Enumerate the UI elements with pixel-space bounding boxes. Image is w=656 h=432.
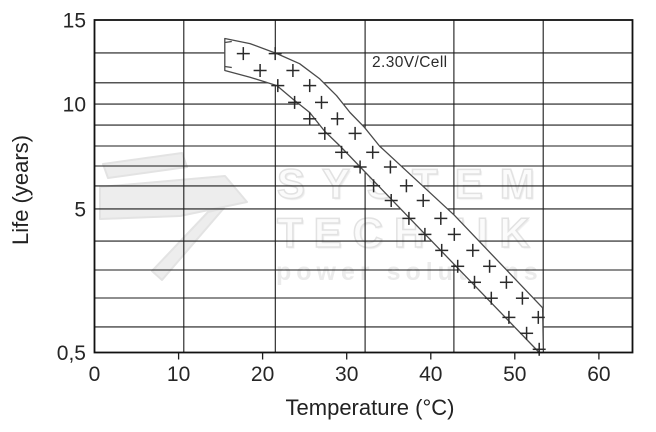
y-tick-label: 0,5 [57, 342, 86, 365]
watermark-text-line2: TECHNIK [276, 208, 541, 257]
y-axis-title: Life (years) [8, 134, 33, 246]
x-tick-label: 50 [503, 363, 526, 386]
x-axis-title: Temperature (°C) [285, 395, 455, 420]
x-tick-label: 20 [251, 363, 274, 386]
x-tick-label: 10 [167, 363, 190, 386]
x-tick-label: 60 [587, 363, 610, 386]
x-tick-label: 30 [335, 363, 358, 386]
y-tick-label: 15 [63, 10, 86, 33]
band-left-edge-cap [224, 40, 232, 44]
x-tick-label: 0 [89, 363, 101, 386]
y-tick-label: 10 [63, 94, 86, 117]
x-tick-label: 40 [419, 363, 442, 386]
y-tick-label: 5 [74, 198, 86, 221]
cell-voltage-annotation: 2.30V/Cell [372, 54, 448, 71]
watermark-arrow-logo [99, 152, 248, 281]
band-left-edge-cap [224, 65, 232, 69]
service-life-band [224, 37, 545, 354]
plot-border [93, 19, 634, 354]
